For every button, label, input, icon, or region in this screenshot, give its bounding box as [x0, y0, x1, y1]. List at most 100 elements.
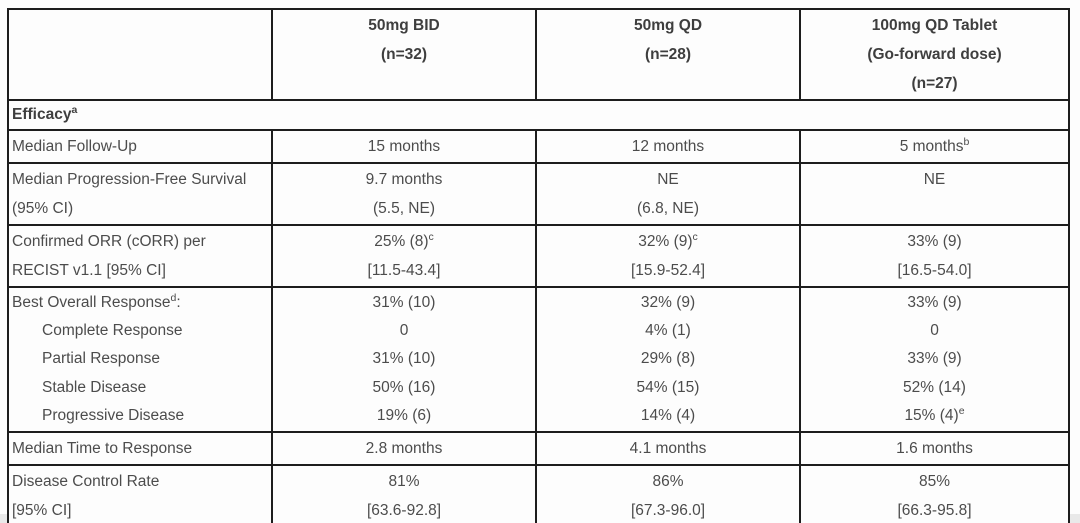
cell-line: 54% (15)	[636, 378, 700, 396]
table-cell: 31% (10) 0 31% (10) 50% (16) 19% (6)	[271, 285, 537, 434]
table-cell: 32% (9) 4% (1) 29% (8) 54% (15) 14% (4)	[535, 285, 801, 434]
col-header-50mg-qd: 50mg QD (n=28)	[535, 8, 801, 101]
cell-line: [66.3-95.8]	[897, 502, 972, 520]
cell-line: 1.6 months	[896, 440, 973, 458]
cell-line: 33% (9)	[907, 350, 962, 368]
superscript-d: d	[170, 291, 177, 304]
cell-line: (95% CI)	[12, 200, 74, 217]
row-confirmed-orr: Confirmed ORR (cORR) per RECIST v1.1 [95…	[7, 224, 1070, 288]
cell-line: 85%	[918, 473, 951, 491]
cell-line: [95% CI]	[12, 502, 72, 520]
cell-line: 14% (4)	[640, 406, 696, 424]
cell-line: [16.5-54.0]	[897, 262, 972, 279]
cell-line: [15.9-52.4]	[630, 262, 706, 279]
cell-line: Median Follow-Up	[12, 138, 137, 155]
superscript-b: b	[963, 135, 970, 148]
superscript-c: c	[428, 230, 434, 243]
cell-line: [67.3-96.0]	[630, 502, 706, 520]
table-cell: 1.6 months	[799, 431, 1070, 467]
cell-line: 86%	[652, 473, 684, 491]
table-cell: 9.7 months (5.5, NE)	[271, 162, 537, 226]
row-label-cell: Median Time to Response	[7, 431, 273, 467]
cell-line: 33% (9)	[907, 233, 962, 250]
header-line: 50mg QD	[633, 17, 703, 34]
row-label-cell: Confirmed ORR (cORR) per RECIST v1.1 [95…	[7, 224, 273, 288]
cell-line-partial-response: Partial Response	[42, 350, 161, 368]
cell-line: Median Time to Response	[12, 440, 193, 458]
cell-line: NE	[657, 171, 679, 188]
cell-line: Median Progression-Free Survival	[12, 171, 247, 188]
col-header-100mg-qd-tablet: 100mg QD Tablet (Go-forward dose) (n=27)	[799, 8, 1070, 101]
header-line: 50mg BID	[368, 17, 440, 34]
cell-line: [11.5-43.4]	[367, 262, 441, 279]
row-label-cell: Best Overall Responsed: Complete Respons…	[7, 285, 273, 434]
cell-line: 81%	[388, 473, 420, 491]
cell-line: 4.1 months	[629, 440, 707, 458]
cell-line: 5 monthsb	[899, 135, 970, 155]
section-title: Efficacy	[12, 106, 72, 123]
cell-line: Best Overall Responsed:	[12, 291, 181, 311]
corner-cell	[7, 8, 273, 101]
cell-line: RECIST v1.1 [95% CI]	[12, 262, 166, 279]
header-line: (n=32)	[380, 46, 428, 63]
table-cell: 15 months	[271, 129, 537, 164]
table-cell: 12 months	[535, 129, 801, 164]
cell-line: (5.5, NE)	[372, 200, 435, 217]
section-header-cell: Efficacya	[7, 99, 1070, 131]
cell-line: 32% (9)c	[638, 230, 698, 250]
cell-line: 50% (16)	[372, 378, 436, 396]
cell-line: 32% (9)	[640, 294, 696, 311]
cell-line: 0	[930, 322, 939, 340]
cell-line: Disease Control Rate	[12, 473, 160, 491]
cell-line-progressive-disease: Progressive Disease	[42, 406, 185, 424]
cell-line: Confirmed ORR (cORR) per	[12, 233, 206, 250]
row-disease-control-rate: Disease Control Rate [95% CI] 81% [63.6-…	[7, 464, 1070, 523]
row-label-cell: Disease Control Rate [95% CI]	[7, 464, 273, 523]
cell-line: [63.6-92.8]	[366, 502, 442, 520]
col-header-50mg-bid: 50mg BID (n=32)	[271, 8, 537, 101]
cell-line: 31% (10)	[372, 350, 436, 368]
table-cell: 25% (8)c [11.5-43.4]	[271, 224, 537, 288]
cell-line: 52% (14)	[903, 378, 966, 396]
table-cell: 85% [66.3-95.8]	[799, 464, 1070, 523]
table-cell: 86% [67.3-96.0]	[535, 464, 801, 523]
header-line: (n=27)	[911, 75, 958, 92]
cell-line-complete-response: Complete Response	[42, 322, 183, 340]
table-cell: 4.1 months	[535, 431, 801, 467]
table-header-row: 50mg BID (n=32) 50mg QD (n=28) 100mg QD …	[7, 8, 1070, 101]
superscript-e: e	[958, 404, 965, 417]
table-cell: 32% (9)c [15.9-52.4]	[535, 224, 801, 288]
row-best-overall-response: Best Overall Responsed: Complete Respons…	[7, 285, 1070, 434]
superscript-c: c	[692, 230, 698, 243]
row-efficacy-section: Efficacya	[7, 99, 1070, 131]
cell-line: 25% (8)c	[374, 230, 434, 250]
cell-line: 33% (9)	[907, 294, 962, 311]
cell-line: NE	[923, 171, 946, 188]
efficacy-results-table: 50mg BID (n=32) 50mg QD (n=28) 100mg QD …	[7, 8, 1070, 523]
cell-line: 12 months	[631, 138, 705, 155]
cell-line: 31% (10)	[372, 294, 436, 311]
cell-line: 19% (6)	[376, 406, 432, 424]
cell-line: 2.8 months	[365, 440, 443, 458]
table-cell: 33% (9) [16.5-54.0]	[799, 224, 1070, 288]
cell-line-stable-disease: Stable Disease	[42, 378, 147, 396]
table-cell: NE (6.8, NE)	[535, 162, 801, 226]
row-label-cell: Median Follow-Up	[7, 129, 273, 164]
row-label-cell: Median Progression-Free Survival (95% CI…	[7, 162, 273, 226]
cell-line: 15 months	[367, 138, 441, 155]
header-line: (Go-forward dose)	[867, 46, 1002, 63]
table-cell: 81% [63.6-92.8]	[271, 464, 537, 523]
cell-line: 15% (4)e	[904, 404, 965, 424]
row-median-follow-up: Median Follow-Up 15 months 12 months 5 m…	[7, 129, 1070, 164]
cell-line: 0	[399, 322, 409, 340]
row-median-pfs: Median Progression-Free Survival (95% CI…	[7, 162, 1070, 226]
cell-line: 4% (1)	[645, 322, 691, 340]
cell-line: (6.8, NE)	[636, 200, 699, 217]
table-cell: 5 monthsb	[799, 129, 1070, 164]
row-median-time-to-response: Median Time to Response 2.8 months 4.1 m…	[7, 431, 1070, 467]
header-line: 100mg QD Tablet	[871, 17, 998, 34]
table-cell: NE	[799, 162, 1070, 226]
cell-line: 29% (8)	[640, 350, 696, 368]
superscript-a: a	[71, 103, 78, 116]
